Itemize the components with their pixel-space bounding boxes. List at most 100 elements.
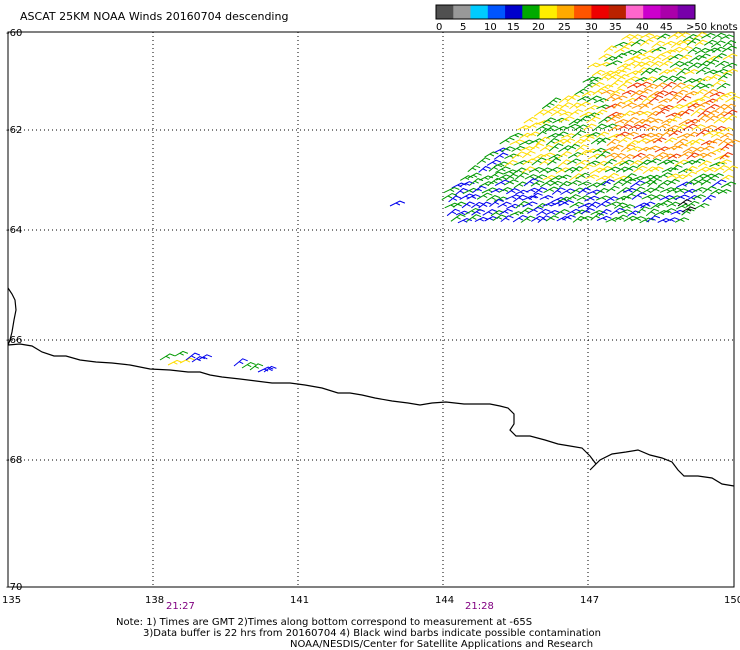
wind-barb: [584, 195, 600, 202]
wind-barb: [664, 217, 680, 223]
wind-barb: [511, 151, 527, 160]
wind-barb: [713, 116, 728, 124]
wind-barb: [233, 358, 248, 367]
wind-barb: [589, 76, 603, 83]
wind-barb: [708, 73, 722, 81]
wind-barb: [571, 130, 587, 139]
wind-barb: [643, 76, 658, 82]
wind-barb: [674, 194, 690, 200]
wind-barb: [714, 103, 730, 112]
wind-barb: [513, 194, 528, 203]
wind-barb: [682, 171, 697, 180]
wind-barb: [687, 46, 702, 54]
wind-barb: [520, 215, 536, 223]
wind-barb: [454, 187, 469, 196]
wind-barb: [711, 32, 727, 40]
wind-barb: [590, 82, 605, 88]
wind-barb: [684, 69, 700, 75]
wind-barb: [566, 143, 580, 151]
wind-barb: [650, 60, 664, 68]
wind-barb: [474, 216, 489, 223]
wind-barb: [677, 168, 692, 174]
wind-barb: [722, 40, 737, 48]
legend-swatch: [505, 5, 523, 19]
wind-barb: [539, 195, 554, 200]
wind-barb: [179, 357, 196, 364]
wind-barb: [506, 188, 520, 195]
wind-barb: [584, 104, 600, 112]
wind-barb: [541, 102, 555, 110]
wind-barb: [484, 151, 499, 158]
wind-barb: [639, 217, 654, 224]
wind-barb: [586, 201, 601, 210]
wind-barb: [603, 158, 617, 166]
wind-barb: [486, 195, 501, 202]
wind-barb: [497, 201, 512, 208]
wind-barb: [551, 109, 567, 117]
wind-barb: [626, 146, 643, 152]
wind-barb: [664, 137, 678, 144]
wind-barb: [601, 123, 618, 130]
wind-barb: [612, 41, 629, 48]
wind-barb: [717, 159, 732, 165]
wind-barb: [666, 178, 680, 186]
wind-barb: [618, 136, 632, 144]
wind-barb: [710, 79, 726, 88]
wind-barb: [694, 95, 711, 103]
wind-barb: [616, 187, 632, 195]
wind-barb: [709, 91, 725, 98]
wind-barb: [604, 93, 620, 102]
wind-barb: [548, 143, 564, 152]
wind-barb: [629, 180, 645, 188]
wind-barb: [686, 152, 700, 160]
wind-barb: [499, 208, 513, 215]
wind-barb: [509, 132, 524, 138]
wind-barb: [596, 137, 611, 145]
wind-barb: [660, 104, 675, 110]
wind-barb: [667, 153, 682, 160]
wind-barb: [526, 122, 542, 130]
wind-barb: [540, 152, 556, 158]
wind-barb: [535, 123, 552, 131]
wind-barb: [522, 158, 538, 166]
wind-barb: [684, 90, 699, 96]
wind-barb: [533, 187, 548, 195]
legend-swatch: [574, 5, 592, 19]
wind-barb: [626, 82, 643, 89]
legend-label: >50 knots: [686, 22, 738, 33]
wind-barb: [562, 214, 576, 221]
wind-barb: [720, 143, 734, 151]
wind-barb: [697, 75, 713, 83]
wind-barb: [559, 111, 574, 117]
wind-barb: [623, 117, 639, 126]
wind-barb: [720, 127, 734, 133]
wind-barb: [448, 195, 461, 203]
wind-barb: [533, 174, 548, 181]
wind-barb: [634, 67, 649, 76]
wind-barb: [569, 201, 584, 208]
wind-barb: [681, 206, 696, 213]
wind-barb: [629, 160, 643, 166]
wind-barb: [472, 185, 487, 194]
wind-barb: [640, 60, 655, 68]
wind-barb: [486, 159, 502, 166]
wind-barb: [539, 180, 556, 188]
wind-barb: [640, 33, 655, 39]
wind-barb: [575, 159, 590, 166]
wind-barb: [578, 187, 591, 194]
wind-barb: [476, 157, 491, 165]
wind-barb: [709, 161, 725, 167]
legend-label: 10: [484, 22, 497, 33]
wind-barb: [579, 215, 594, 221]
wind-barb: [585, 112, 600, 119]
legend-label: 25: [558, 22, 571, 33]
wind-barb: [685, 131, 700, 139]
wind-barb: [668, 130, 683, 137]
lat-label: -70: [6, 582, 22, 593]
wind-barb: [592, 88, 607, 96]
wind-barb: [446, 208, 461, 217]
wind-barb: [700, 177, 716, 186]
wind-barb: [669, 164, 683, 172]
wind-barb: [557, 159, 572, 168]
